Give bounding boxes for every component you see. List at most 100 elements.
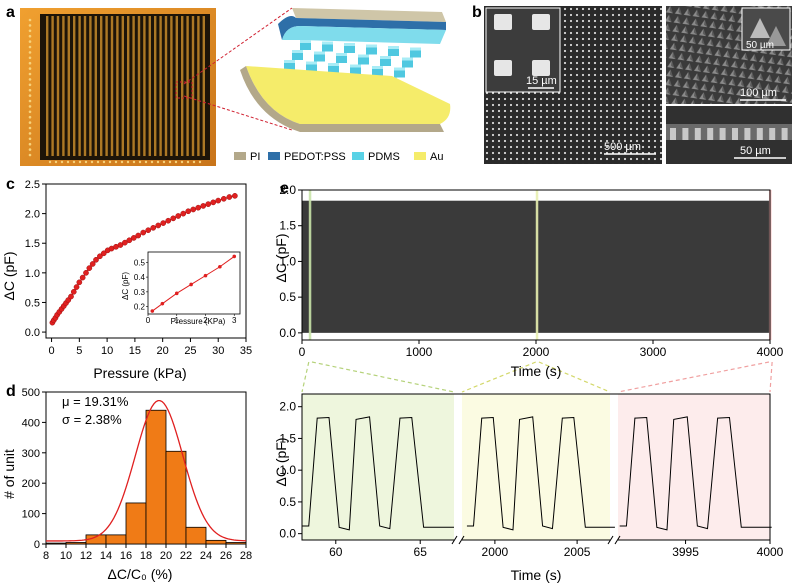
c-ytick-label: 1.5 (25, 238, 40, 250)
legend-swatch-pedot (268, 152, 280, 160)
contact-pad (180, 160, 184, 164)
legend-label-au: Au (430, 151, 443, 163)
d-bar (225, 542, 247, 545)
e-bottom-waveform (302, 416, 454, 531)
panel-e-chart: 0 1000 2000 3000 4000 0.0 0.5 1.0 1.5 2.0 60 65 2000… (273, 183, 784, 583)
e-top-ytick-label: 0.0 (279, 326, 296, 340)
pdms-pillar (336, 53, 347, 63)
c-data-point (150, 224, 157, 231)
contact-pad (28, 126, 32, 130)
e-top-xtick-label: 2000 (523, 345, 550, 359)
d-ytick-label: 200 (22, 478, 40, 490)
c-inset-point (150, 309, 155, 313)
electrode-stripe (105, 16, 108, 156)
callout-line-bottom (183, 95, 293, 131)
d-bar (165, 450, 187, 545)
d-bar (45, 542, 67, 545)
pdms-pillar-top (388, 46, 399, 49)
electrode-stripe (121, 16, 124, 156)
d-bar (205, 539, 227, 545)
e-bottom-xtick-label: 4000 (757, 545, 784, 559)
pdms-pillar (322, 41, 333, 52)
c-ylabel: ΔC (pF) (1, 251, 17, 300)
e-bottom-xtick-label: 65 (414, 545, 428, 559)
c-data-point (160, 220, 167, 226)
contact-pad (28, 51, 32, 54)
pdms-pillar-top (328, 63, 339, 66)
c-inset-ytick-label: 0.5 (134, 258, 146, 267)
panel-c-chart: 0 5 10 15 20 25 30 35 0.0 0.5 1.0 1.5 2.0 2.5 0 1 2 3 0.2 0… (1, 179, 252, 381)
e-connector-line (461, 361, 536, 393)
pdms-pillar-top (314, 51, 325, 55)
c-data-point (195, 204, 202, 211)
electrode-stripe (202, 16, 205, 156)
e-top-highlight-window (535, 190, 539, 340)
c-inset-xtick-label: 2 (203, 316, 208, 325)
c-data-point (170, 215, 177, 222)
contact-pad (28, 78, 32, 81)
c-xtick-label: 35 (240, 345, 252, 357)
contact-pad (168, 160, 172, 164)
cross-section-pillar (707, 128, 714, 140)
d-xtick-label: 16 (120, 550, 132, 562)
c-data-point (185, 208, 192, 215)
pdms-pillar (300, 40, 311, 50)
pdms-pillar-top (322, 41, 333, 45)
pdms-pillar-top (366, 44, 377, 48)
e-bottom-ylabel: ΔC (pF) (273, 437, 289, 486)
pdms-pillar-top (402, 57, 413, 61)
electrode-stripe (164, 16, 168, 156)
pdms-pillar (328, 63, 339, 73)
c-ytick-label: 2.5 (25, 179, 40, 191)
e-connector-line (301, 361, 310, 393)
pdms-pillar-top (394, 67, 405, 71)
electrode-stripe (116, 16, 119, 156)
contact-pad (28, 40, 32, 43)
c-ytick-label: 1.0 (25, 268, 40, 280)
contact-pad (28, 88, 32, 92)
c-data-point (86, 265, 93, 271)
layer-legend: PI PEDOT:PSS PDMS Au (234, 151, 443, 163)
contact-pad (28, 132, 32, 135)
pdms-pillar-top (344, 43, 355, 46)
contact-pad (186, 160, 190, 164)
electrode-stripe (132, 16, 135, 156)
contact-pad (28, 153, 32, 157)
c-inset-ylabel: ΔC (pF) (121, 272, 130, 300)
panel-d-chart: 8 10 12 14 16 18 20 22 24 26 28 0 100 200 300 400 500 ΔC… (1, 387, 252, 582)
contact-pad (28, 110, 32, 114)
contact-pad (132, 160, 136, 164)
e-bottom-xtick-label: 2000 (482, 545, 509, 559)
e-connector-line (311, 361, 455, 393)
d-xtick-label: 20 (160, 550, 172, 562)
pdms-pillar-top (306, 61, 317, 65)
contact-pad (96, 160, 100, 164)
pdms-pillar (372, 66, 383, 76)
cross-section-pillar (769, 128, 776, 140)
pdms-pillar-top (292, 50, 303, 53)
e-bottom-ytick-label: 1.0 (279, 463, 296, 477)
e-connector-line (769, 361, 773, 393)
d-xtick-label: 10 (60, 550, 72, 562)
d-bar (125, 502, 147, 545)
contact-pad (28, 148, 32, 151)
pdms-pillar (284, 60, 295, 70)
pdms-pillar (410, 47, 421, 58)
d-xtick-label: 26 (220, 550, 232, 562)
d-gaussian-fit (45, 399, 247, 542)
e-bottom-frame (301, 393, 771, 541)
e-axis-break-mark (614, 535, 621, 545)
c-ytick-label: 2.0 (25, 209, 40, 221)
contact-pad (138, 160, 142, 164)
e-top-xtick-label: 3000 (640, 345, 667, 359)
d-ytick-label: 400 (22, 417, 40, 429)
d-annotation-mu: μ = 19.31% (62, 394, 129, 409)
contact-pad (126, 160, 130, 164)
electrode-stripe (197, 16, 200, 156)
e-axis-break-mask (454, 536, 462, 544)
c-data-point (97, 253, 103, 260)
sem-bottom-right-scale: 50 µm (740, 145, 771, 157)
pdms-pillar (314, 51, 325, 62)
c-inset-xtick-label: 3 (232, 316, 237, 325)
c-data-point (200, 203, 207, 209)
